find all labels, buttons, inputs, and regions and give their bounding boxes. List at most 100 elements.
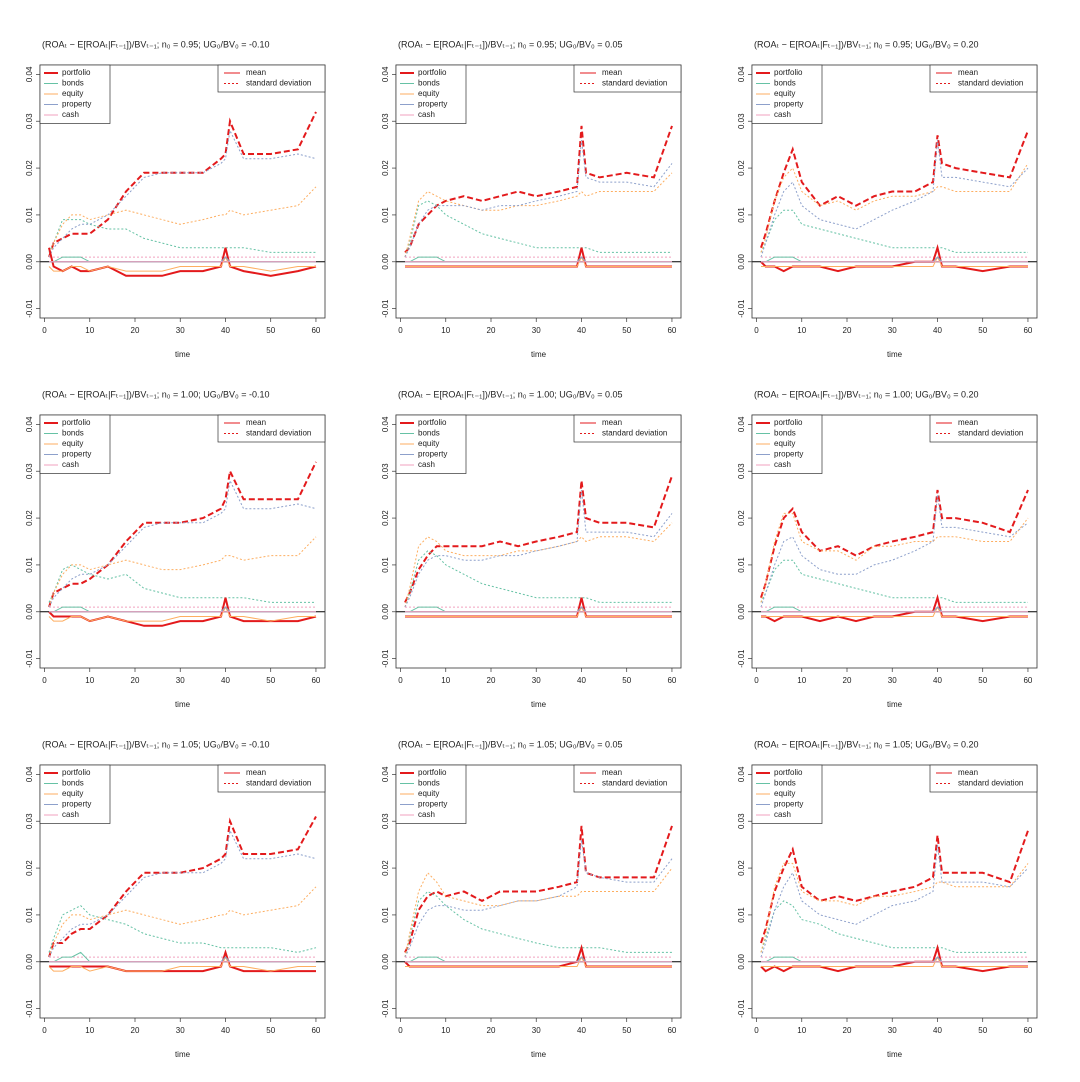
x-tick-label: 40 bbox=[577, 326, 586, 335]
x-tick-label: 50 bbox=[622, 676, 631, 685]
plot-frame bbox=[395, 764, 682, 1019]
legend-label: mean bbox=[602, 68, 622, 77]
y-tick-label: 0.01 bbox=[381, 207, 390, 223]
plot-frame bbox=[39, 64, 326, 319]
legend-label: portfolio bbox=[774, 418, 803, 427]
chart-title: (ROAₜ − E[ROAₜ|Fₜ₋₁])/BVₜ₋₁; n₀ = 1.05; … bbox=[42, 739, 270, 749]
chart-title: (ROAₜ − E[ROAₜ|Fₜ₋₁])/BVₜ₋₁; n₀ = 1.05; … bbox=[754, 739, 979, 749]
legend-label: standard deviation bbox=[958, 779, 1023, 788]
y-tick-label: 0.01 bbox=[737, 557, 746, 573]
legend-label: property bbox=[418, 100, 447, 109]
legend-label: equity bbox=[774, 89, 795, 98]
y-tick-label: 0.03 bbox=[737, 463, 746, 479]
y-tick-label: -0.01 bbox=[25, 299, 34, 318]
x-tick-label: 0 bbox=[42, 676, 47, 685]
x-tick-label: 20 bbox=[487, 1026, 496, 1035]
legend-box bbox=[929, 414, 1038, 443]
y-tick-label: 0.00 bbox=[25, 253, 34, 269]
x-tick-label: 0 bbox=[754, 326, 759, 335]
y-tick-label: 0.01 bbox=[737, 207, 746, 223]
y-tick-label: 0.00 bbox=[25, 953, 34, 969]
x-tick-label: 10 bbox=[441, 1026, 450, 1035]
y-tick-label: 0.03 bbox=[381, 113, 390, 129]
mean-line bbox=[761, 255, 1028, 267]
y-tick-label: -0.01 bbox=[381, 999, 390, 1018]
legend-label: mean bbox=[246, 418, 266, 427]
y-tick-label: 0.02 bbox=[737, 510, 746, 526]
y-tick-label: 0.02 bbox=[737, 160, 746, 176]
y-tick-label: 0.02 bbox=[25, 160, 34, 176]
x-tick-label: 50 bbox=[622, 1026, 631, 1035]
y-tick-label: 0.02 bbox=[25, 510, 34, 526]
legend-label: mean bbox=[958, 68, 978, 77]
legend-box bbox=[217, 64, 326, 93]
x-axis-label: time bbox=[531, 350, 547, 359]
sd-line bbox=[760, 209, 1028, 253]
legend-label: bonds bbox=[62, 779, 84, 788]
legend-label: cash bbox=[418, 460, 435, 469]
x-tick-label: 60 bbox=[667, 676, 676, 685]
legend-label: equity bbox=[62, 89, 83, 98]
chart-title: (ROAₜ − E[ROAₜ|Fₜ₋₁])/BVₜ₋₁; n₀ = 0.95; … bbox=[398, 39, 623, 49]
sd-line bbox=[404, 200, 672, 258]
x-tick-label: 20 bbox=[131, 1026, 140, 1035]
mean-line bbox=[761, 593, 1028, 623]
x-tick-label: 50 bbox=[266, 676, 275, 685]
x-axis-label: time bbox=[175, 700, 191, 709]
legend-label: standard deviation bbox=[246, 79, 311, 88]
legend-label: portfolio bbox=[774, 768, 803, 777]
x-axis-label: time bbox=[887, 1050, 903, 1059]
y-tick-label: 0.01 bbox=[381, 907, 390, 923]
x-tick-label: 50 bbox=[266, 326, 275, 335]
legend-label: standard deviation bbox=[602, 779, 667, 788]
legend-box bbox=[929, 64, 1038, 93]
sd-line bbox=[404, 125, 673, 254]
sd-line bbox=[760, 559, 1028, 603]
legend-label: mean bbox=[602, 418, 622, 427]
y-tick-label: 0.03 bbox=[737, 113, 746, 129]
sd-line bbox=[404, 839, 673, 958]
y-tick-label: 0.03 bbox=[737, 813, 746, 829]
legend-label: mean bbox=[246, 768, 266, 777]
x-tick-label: 50 bbox=[622, 326, 631, 335]
x-tick-label: 10 bbox=[797, 1026, 806, 1035]
legend-label: bonds bbox=[774, 429, 796, 438]
y-tick-label: 0.02 bbox=[381, 860, 390, 876]
x-tick-label: 50 bbox=[978, 676, 987, 685]
sd-line bbox=[760, 512, 1029, 603]
sd-line bbox=[48, 186, 317, 258]
legend-label: equity bbox=[62, 789, 83, 798]
legend-label: mean bbox=[246, 68, 266, 77]
y-tick-label: 0.00 bbox=[737, 953, 746, 969]
sd-line bbox=[404, 522, 673, 608]
x-tick-label: 60 bbox=[311, 326, 320, 335]
plot-frame bbox=[751, 414, 1038, 669]
legend-box bbox=[573, 764, 682, 793]
y-tick-label: -0.01 bbox=[737, 299, 746, 318]
y-tick-label: 0.04 bbox=[381, 66, 390, 82]
y-tick-label: 0.03 bbox=[25, 813, 34, 829]
mean-line bbox=[405, 606, 672, 613]
legend-label: bonds bbox=[418, 79, 440, 88]
legend-label: equity bbox=[418, 789, 439, 798]
x-tick-label: 0 bbox=[398, 326, 403, 335]
x-tick-label: 30 bbox=[176, 1026, 185, 1035]
x-tick-label: 40 bbox=[577, 676, 586, 685]
y-tick-label: 0.02 bbox=[381, 160, 390, 176]
legend-label: property bbox=[418, 800, 447, 809]
legend-label: cash bbox=[774, 110, 791, 119]
x-tick-label: 20 bbox=[487, 326, 496, 335]
x-tick-label: 40 bbox=[221, 326, 230, 335]
sd-line bbox=[48, 816, 317, 958]
legend-label: cash bbox=[418, 810, 435, 819]
x-tick-label: 10 bbox=[85, 676, 94, 685]
sd-line bbox=[48, 828, 317, 958]
x-tick-label: 10 bbox=[441, 676, 450, 685]
plot-frame bbox=[751, 764, 1038, 1019]
x-tick-label: 20 bbox=[131, 326, 140, 335]
sd-line bbox=[48, 564, 316, 603]
legend-label: mean bbox=[602, 768, 622, 777]
x-tick-label: 60 bbox=[667, 326, 676, 335]
x-tick-label: 0 bbox=[754, 1026, 759, 1035]
